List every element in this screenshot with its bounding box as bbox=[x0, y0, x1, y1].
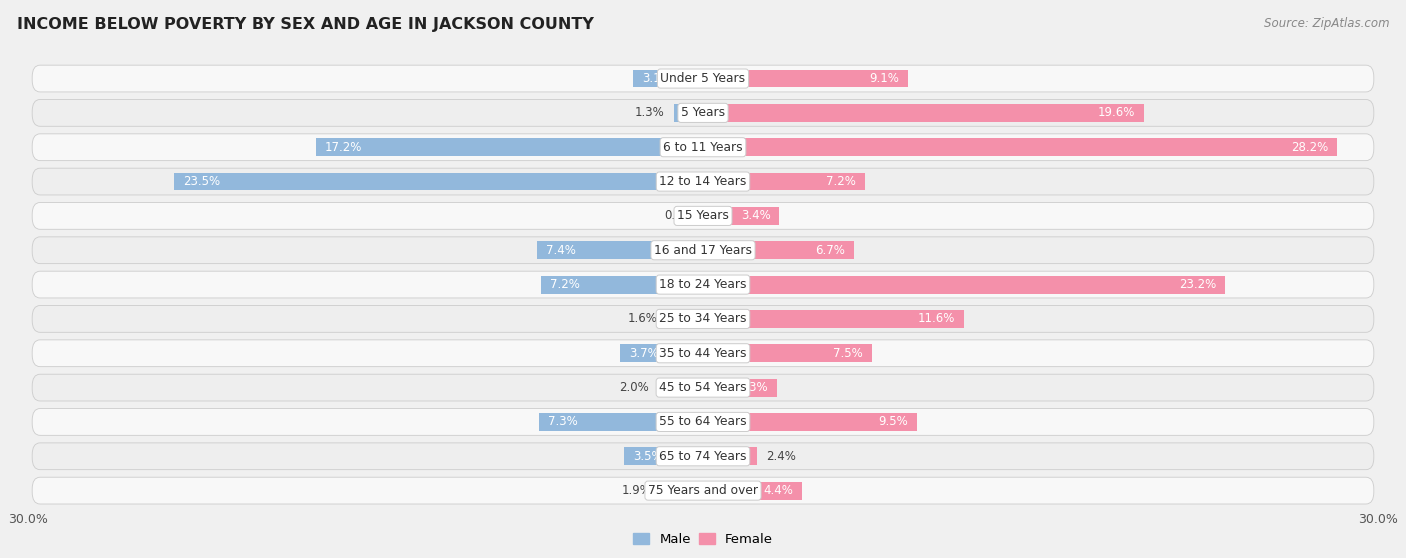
Bar bbox=[703, 310, 965, 328]
Text: 9.1%: 9.1% bbox=[869, 72, 898, 85]
Text: 15 Years: 15 Years bbox=[678, 209, 728, 223]
Text: 7.2%: 7.2% bbox=[550, 278, 579, 291]
Bar bbox=[703, 276, 1225, 294]
Text: 19.6%: 19.6% bbox=[1098, 107, 1135, 119]
FancyBboxPatch shape bbox=[32, 65, 1374, 92]
Text: 16 and 17 Years: 16 and 17 Years bbox=[654, 244, 752, 257]
Text: 7.4%: 7.4% bbox=[546, 244, 575, 257]
Text: 1.9%: 1.9% bbox=[621, 484, 651, 497]
FancyBboxPatch shape bbox=[32, 134, 1374, 161]
Text: 4.4%: 4.4% bbox=[763, 484, 793, 497]
Text: 7.2%: 7.2% bbox=[827, 175, 856, 188]
Bar bbox=[703, 379, 778, 397]
Bar bbox=[703, 70, 908, 88]
Bar bbox=[703, 344, 872, 362]
Text: 5 Years: 5 Years bbox=[681, 107, 725, 119]
Text: 55 to 64 Years: 55 to 64 Years bbox=[659, 416, 747, 429]
Bar bbox=[703, 207, 779, 225]
Text: 45 to 54 Years: 45 to 54 Years bbox=[659, 381, 747, 394]
FancyBboxPatch shape bbox=[32, 443, 1374, 470]
Text: 65 to 74 Years: 65 to 74 Years bbox=[659, 450, 747, 463]
Text: 35 to 44 Years: 35 to 44 Years bbox=[659, 347, 747, 360]
Legend: Male, Female: Male, Female bbox=[633, 533, 773, 546]
Text: 3.1%: 3.1% bbox=[643, 72, 672, 85]
Text: 6.7%: 6.7% bbox=[815, 244, 845, 257]
Text: 2.4%: 2.4% bbox=[766, 450, 796, 463]
Text: 3.7%: 3.7% bbox=[628, 347, 658, 360]
Bar bbox=[633, 70, 703, 88]
FancyBboxPatch shape bbox=[32, 168, 1374, 195]
Bar bbox=[703, 172, 865, 190]
Text: 7.5%: 7.5% bbox=[832, 347, 863, 360]
Text: 12 to 14 Years: 12 to 14 Years bbox=[659, 175, 747, 188]
FancyBboxPatch shape bbox=[32, 374, 1374, 401]
Text: 3.3%: 3.3% bbox=[738, 381, 768, 394]
Bar bbox=[703, 482, 801, 499]
Text: 9.5%: 9.5% bbox=[877, 416, 908, 429]
Bar bbox=[538, 413, 703, 431]
Text: 18 to 24 Years: 18 to 24 Years bbox=[659, 278, 747, 291]
FancyBboxPatch shape bbox=[32, 99, 1374, 126]
Text: 23.5%: 23.5% bbox=[183, 175, 221, 188]
Bar bbox=[620, 344, 703, 362]
Bar bbox=[703, 104, 1144, 122]
FancyBboxPatch shape bbox=[32, 271, 1374, 298]
Text: 23.2%: 23.2% bbox=[1178, 278, 1216, 291]
Bar bbox=[624, 448, 703, 465]
Bar bbox=[703, 138, 1337, 156]
Bar bbox=[703, 448, 756, 465]
Bar bbox=[541, 276, 703, 294]
FancyBboxPatch shape bbox=[32, 306, 1374, 333]
Text: 6 to 11 Years: 6 to 11 Years bbox=[664, 141, 742, 153]
Text: 3.5%: 3.5% bbox=[633, 450, 662, 463]
Bar bbox=[658, 379, 703, 397]
Text: Source: ZipAtlas.com: Source: ZipAtlas.com bbox=[1264, 17, 1389, 30]
Text: 2.0%: 2.0% bbox=[619, 381, 650, 394]
Bar bbox=[703, 413, 917, 431]
Bar bbox=[703, 241, 853, 259]
FancyBboxPatch shape bbox=[32, 477, 1374, 504]
Bar bbox=[316, 138, 703, 156]
Text: 11.6%: 11.6% bbox=[918, 312, 955, 325]
Bar bbox=[661, 482, 703, 499]
Bar bbox=[174, 172, 703, 190]
Text: 1.3%: 1.3% bbox=[636, 107, 665, 119]
Text: 1.6%: 1.6% bbox=[628, 312, 658, 325]
FancyBboxPatch shape bbox=[32, 408, 1374, 435]
FancyBboxPatch shape bbox=[32, 237, 1374, 263]
Text: INCOME BELOW POVERTY BY SEX AND AGE IN JACKSON COUNTY: INCOME BELOW POVERTY BY SEX AND AGE IN J… bbox=[17, 17, 593, 32]
Text: 0.0%: 0.0% bbox=[665, 209, 695, 223]
Text: 3.4%: 3.4% bbox=[741, 209, 770, 223]
Bar bbox=[673, 104, 703, 122]
FancyBboxPatch shape bbox=[32, 340, 1374, 367]
Bar bbox=[537, 241, 703, 259]
Text: 17.2%: 17.2% bbox=[325, 141, 363, 153]
Text: Under 5 Years: Under 5 Years bbox=[661, 72, 745, 85]
Text: 25 to 34 Years: 25 to 34 Years bbox=[659, 312, 747, 325]
Text: 75 Years and over: 75 Years and over bbox=[648, 484, 758, 497]
FancyBboxPatch shape bbox=[32, 203, 1374, 229]
Text: 7.3%: 7.3% bbox=[548, 416, 578, 429]
Text: 28.2%: 28.2% bbox=[1291, 141, 1329, 153]
Bar bbox=[666, 310, 703, 328]
